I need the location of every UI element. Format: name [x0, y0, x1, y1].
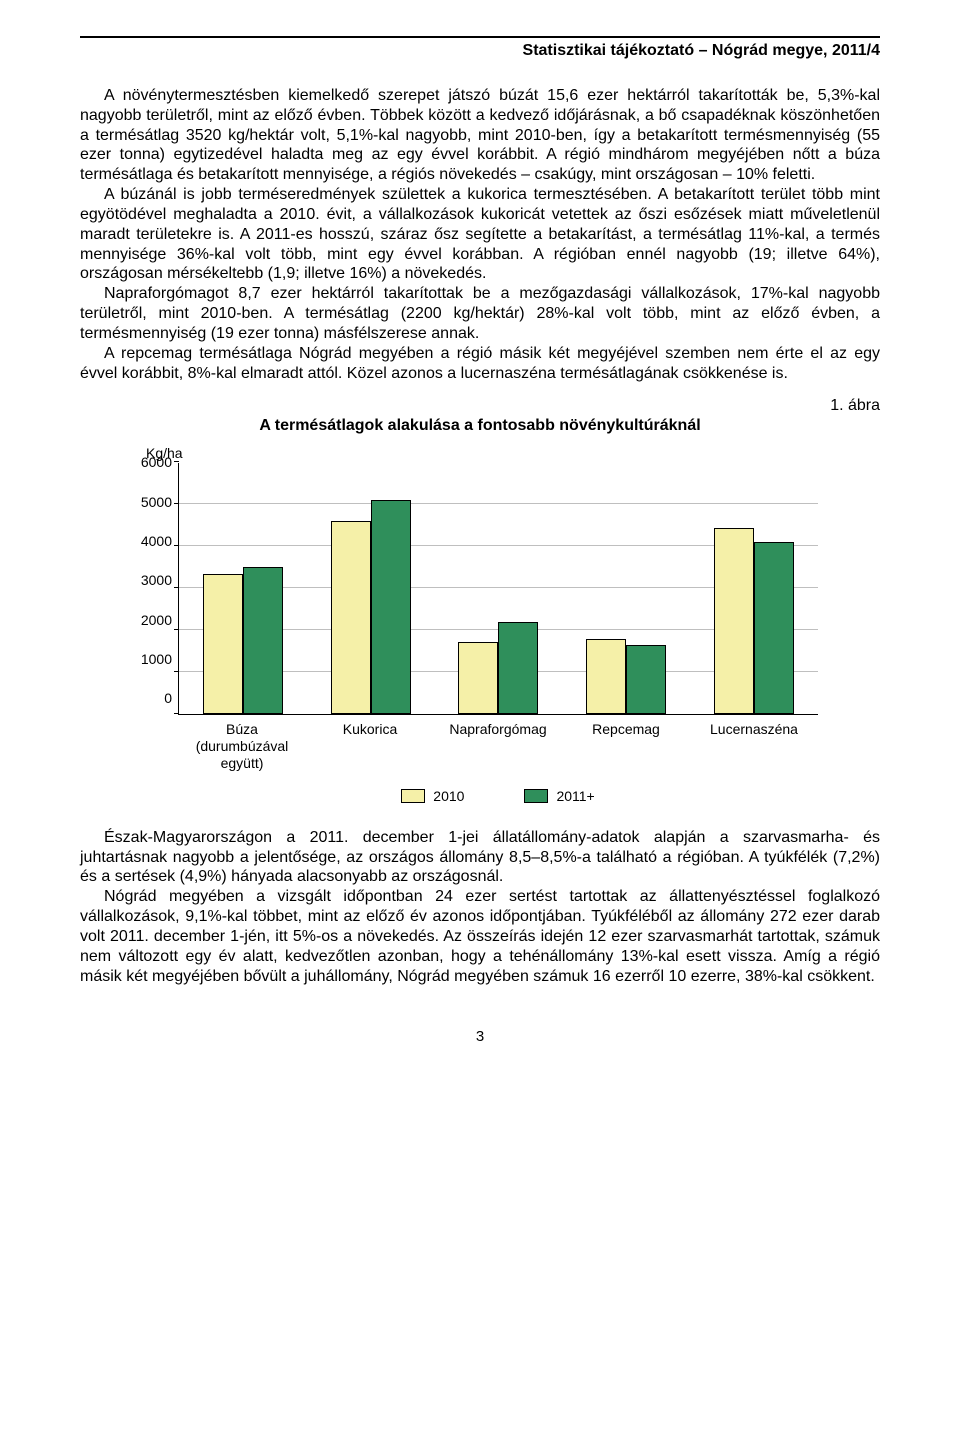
bar: [458, 642, 498, 714]
bar: [498, 622, 538, 714]
bar: [331, 521, 371, 714]
bar-group: [450, 622, 546, 714]
legend-swatch: [401, 789, 425, 803]
bar: [754, 542, 794, 714]
y-tick-label: 3000: [141, 572, 172, 588]
x-tick-label: Kukorica: [310, 721, 430, 771]
legend-swatch: [524, 789, 548, 803]
y-tick-label: 0: [164, 690, 172, 706]
chart-title: A termésátlagok alakulása a fontosabb nö…: [80, 417, 880, 435]
bar: [203, 574, 243, 715]
y-tick-label: 1000: [141, 651, 172, 667]
header-rule: [80, 36, 880, 38]
paragraph-3: Napraforgómagot 8,7 ezer hektárról takar…: [80, 284, 880, 343]
legend-item: 2011+: [524, 788, 594, 804]
x-axis-labels: Búza(durumbúzávalegyütt)KukoricaNaprafor…: [178, 721, 818, 771]
body-text-upper: A növénytermesztésben kiemelkedő szerepe…: [80, 86, 880, 383]
bar: [626, 645, 666, 715]
bar-chart: Kg/ha 6000 5000 4000 3000 2000 1000 0 Búza(dur…: [126, 445, 880, 803]
bar-group: [323, 500, 419, 714]
bar-group: [578, 639, 674, 715]
bar-group: [195, 567, 291, 715]
x-tick-label: Repcemag: [566, 721, 686, 771]
bar: [243, 567, 283, 715]
paragraph-2: A búzánál is jobb terméseredmények szüle…: [80, 185, 880, 284]
y-axis-unit: Kg/ha: [146, 445, 880, 461]
legend-label: 2010: [433, 788, 464, 804]
body-text-lower: Észak-Magyarországon a 2011. december 1-…: [80, 828, 880, 987]
paragraph-5: Észak-Magyarországon a 2011. december 1-…: [80, 828, 880, 887]
paragraph-6: Nógrád megyében a vizsgált időpontban 24…: [80, 887, 880, 986]
figure-label: 1. ábra: [80, 397, 880, 415]
legend-item: 2010: [401, 788, 464, 804]
paragraph-4: A repcemag termésátlaga Nógrád megyében …: [80, 344, 880, 384]
bar: [371, 500, 411, 714]
x-tick-label: Napraforgómag: [438, 721, 558, 771]
x-tick-label: Lucernaszéna: [694, 721, 814, 771]
chart-legend: 2010 2011+: [178, 788, 818, 804]
legend-label: 2011+: [556, 788, 594, 804]
y-tick-label: 5000: [141, 494, 172, 510]
running-header: Statisztikai tájékoztató – Nógrád megye,…: [80, 42, 880, 60]
bar: [586, 639, 626, 715]
page-number: 3: [80, 1028, 880, 1045]
y-tick-label: 2000: [141, 612, 172, 628]
bar-group: [706, 528, 802, 714]
paragraph-1: A növénytermesztésben kiemelkedő szerepe…: [80, 86, 880, 185]
plot-area: [178, 463, 818, 715]
bar: [714, 528, 754, 714]
x-tick-label: Búza(durumbúzávalegyütt): [182, 721, 302, 771]
y-axis-labels: 6000 5000 4000 3000 2000 1000 0: [126, 454, 178, 706]
y-tick-label: 6000: [141, 454, 172, 470]
y-tick-label: 4000: [141, 533, 172, 549]
